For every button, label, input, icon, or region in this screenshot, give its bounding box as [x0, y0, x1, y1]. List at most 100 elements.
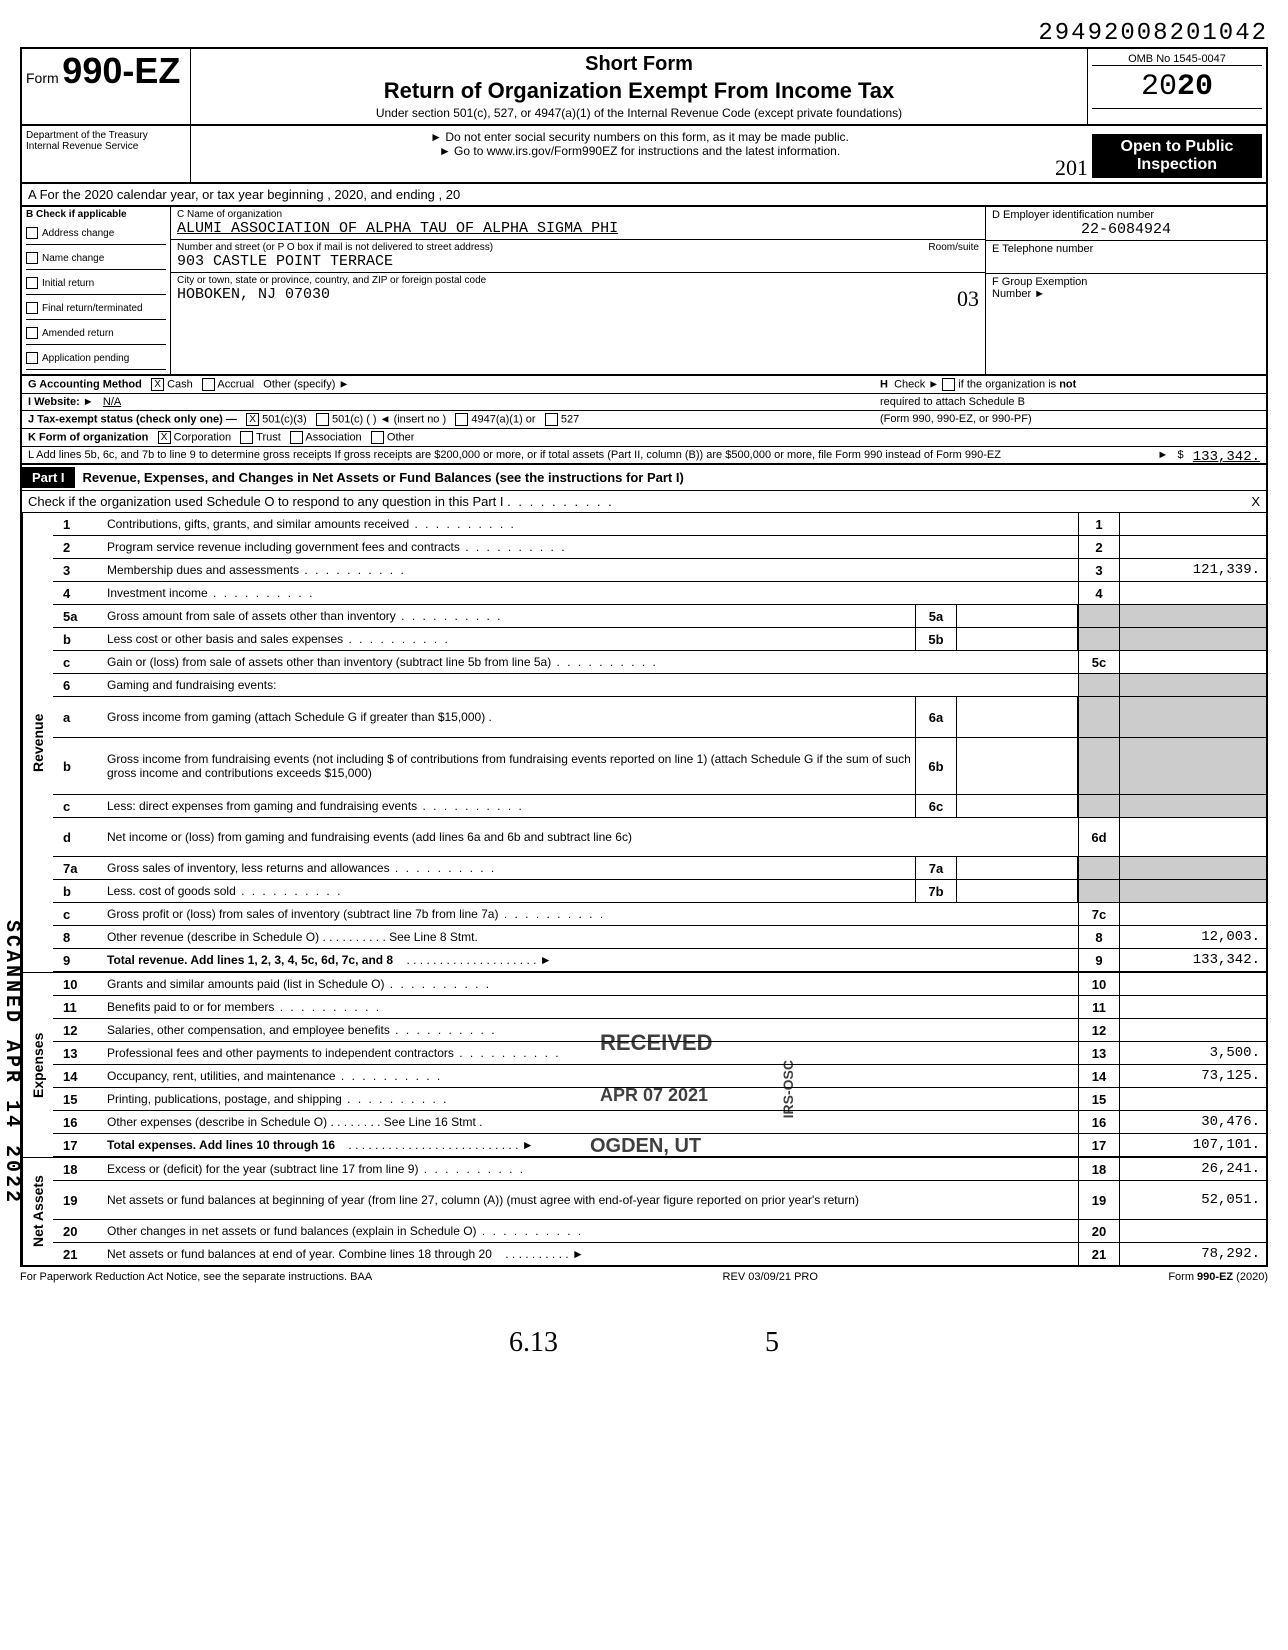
j-4947: 4947(a)(1) or: [471, 413, 535, 425]
netassets-section: Net Assets 18Excess or (deficit) for the…: [22, 1157, 1266, 1265]
line-7c-val: [1119, 903, 1266, 925]
check-name-change-box[interactable]: [26, 252, 38, 264]
line-12-val: [1119, 1019, 1266, 1041]
line-11-desc: Benefits paid to or for members: [103, 998, 1078, 1016]
check-address-change: Address change: [42, 228, 114, 239]
check-amended-return-box[interactable]: [26, 327, 38, 339]
part-1-check-text: Check if the organization used Schedule …: [28, 494, 504, 509]
header-bottom: Department of the Treasury Internal Reve…: [20, 126, 1268, 184]
l-text: L Add lines 5b, 6c, and 7b to line 9 to …: [28, 449, 1001, 461]
open-public-text: Open to Public: [1121, 138, 1234, 155]
name-address-column: C Name of organization ALUMI ASSOCIATION…: [171, 207, 985, 374]
line-5c-val: [1119, 651, 1266, 673]
h-continued2: (Form 990, 990-EZ, or 990-PF): [880, 413, 1260, 425]
goto-note: ► Go to www.irs.gov/Form990EZ for instru…: [195, 144, 1084, 158]
line-8-val: 12,003.: [1119, 926, 1266, 948]
header-left: Form 990-EZ: [22, 49, 191, 124]
line-8-desc: Other revenue (describe in Schedule O) .…: [103, 928, 1078, 946]
footer-mid: REV 03/09/21 PRO: [723, 1271, 818, 1283]
part-1-title-row: Part I Revenue, Expenses, and Changes in…: [22, 465, 1266, 491]
rows-g-to-l: G Accounting Method X Cash Accrual Other…: [20, 376, 1268, 465]
j-label: J Tax-exempt status (check only one) —: [28, 413, 237, 425]
line-17-val: 107,101.: [1119, 1134, 1266, 1156]
k-assoc-box[interactable]: [290, 431, 303, 444]
check-initial-return: Initial return: [42, 278, 94, 289]
main-title: Return of Organization Exempt From Incom…: [199, 78, 1079, 104]
top-right-number: 29492008201042: [20, 20, 1268, 47]
line-9-val: 133,342.: [1119, 949, 1266, 971]
part-1-check-row: Check if the organization used Schedule …: [22, 491, 1266, 513]
hand-notes: 6.13 5: [20, 1327, 1268, 1359]
h-row: H Check ► if the organization is not: [880, 378, 1260, 391]
k-other: Other: [387, 431, 415, 443]
j-501c-box[interactable]: [316, 413, 329, 426]
g-cash-box[interactable]: X: [151, 378, 164, 391]
part-1-label: Part I: [22, 467, 75, 488]
row-j: J Tax-exempt status (check only one) — X…: [22, 411, 1266, 429]
check-address-change-box[interactable]: [26, 227, 38, 239]
line-18-desc: Excess or (deficit) for the year (subtra…: [103, 1160, 1078, 1178]
form-header: Form 990-EZ Short Form Return of Organiz…: [20, 47, 1268, 126]
line-5a-desc: Gross amount from sale of assets other t…: [103, 607, 915, 625]
ssn-note: ► Do not enter social security numbers o…: [195, 130, 1084, 144]
form-number: 990-EZ: [62, 50, 180, 91]
g-accrual-box[interactable]: [202, 378, 215, 391]
line-20-val: [1119, 1220, 1266, 1242]
line-21-desc: Net assets or fund balances at end of ye…: [103, 1245, 1078, 1263]
k-trust: Trust: [256, 431, 281, 443]
open-public: Open to Public Inspection: [1092, 134, 1262, 178]
check-amended-return: Amended return: [42, 328, 114, 339]
line-5c-desc: Gain or (loss) from sale of assets other…: [103, 653, 1078, 671]
check-application-pending-box[interactable]: [26, 352, 38, 364]
line-4-desc: Investment income: [103, 584, 1078, 602]
h-box[interactable]: [942, 378, 955, 391]
line-6a-desc: Gross income from gaming (attach Schedul…: [103, 708, 915, 726]
line-7a-desc: Gross sales of inventory, less returns a…: [103, 859, 915, 877]
inspection-text: Inspection: [1137, 156, 1217, 173]
line-1-desc: Contributions, gifts, grants, and simila…: [103, 515, 1078, 533]
row-g-h: G Accounting Method X Cash Accrual Other…: [22, 376, 1266, 394]
line-18-val: 26,241.: [1119, 1158, 1266, 1180]
hand-left: 6.13: [509, 1327, 558, 1359]
f-label: F Group Exemption: [992, 276, 1260, 288]
check-column-b: B Check if applicable Address change Nam…: [22, 207, 171, 374]
line-3-val: 121,339.: [1119, 559, 1266, 581]
line-6a-mid: 6a: [915, 697, 957, 737]
line-19-val: 52,051.: [1119, 1181, 1266, 1219]
check-application-pending: Application pending: [42, 353, 129, 364]
line-4-val: [1119, 582, 1266, 604]
room-suite-label: Room/suite: [928, 242, 979, 253]
street-value: 903 CASTLE POINT TERRACE: [177, 253, 979, 270]
part-1-check-box[interactable]: X: [1251, 494, 1260, 509]
line-16-val: 30,476.: [1119, 1111, 1266, 1133]
j-4947-box[interactable]: [455, 413, 468, 426]
f-number: Number ►: [992, 288, 1260, 300]
line-12-desc: Salaries, other compensation, and employ…: [103, 1021, 1078, 1039]
check-final-return-box[interactable]: [26, 302, 38, 314]
j-501c3-box[interactable]: X: [246, 413, 259, 426]
line-15-val: [1119, 1088, 1266, 1110]
check-initial-return-box[interactable]: [26, 277, 38, 289]
k-corp-box[interactable]: X: [158, 431, 171, 444]
org-name-value: ALUMI ASSOCIATION OF ALPHA TAU OF ALPHA …: [177, 220, 979, 237]
line-5b-desc: Less cost or other basis and sales expen…: [103, 630, 915, 648]
k-assoc: Association: [305, 431, 361, 443]
line-10-desc: Grants and similar amounts paid (list in…: [103, 975, 1078, 993]
line-11-val: [1119, 996, 1266, 1018]
line-15-desc: Printing, publications, postage, and shi…: [103, 1090, 1078, 1108]
line-20-desc: Other changes in net assets or fund bala…: [103, 1222, 1078, 1240]
dept1: Department of the Treasury: [26, 130, 186, 141]
k-trust-box[interactable]: [240, 431, 253, 444]
sub-title: Under section 501(c), 527, or 4947(a)(1)…: [199, 106, 1079, 120]
dept2: Internal Revenue Service: [26, 141, 186, 152]
line-19-desc: Net assets or fund balances at beginning…: [103, 1191, 1078, 1209]
k-other-box[interactable]: [371, 431, 384, 444]
line-7a-mid: 7a: [915, 857, 957, 879]
j-527-box[interactable]: [545, 413, 558, 426]
line-6d-desc: Net income or (loss) from gaming and fun…: [103, 828, 1078, 846]
k-label: K Form of organization: [28, 431, 148, 443]
g-cash: Cash: [167, 378, 193, 390]
line-14-desc: Occupancy, rent, utilities, and maintena…: [103, 1067, 1078, 1085]
org-info-block: B Check if applicable Address change Nam…: [20, 207, 1268, 376]
part-1-title: Revenue, Expenses, and Changes in Net As…: [83, 470, 684, 485]
